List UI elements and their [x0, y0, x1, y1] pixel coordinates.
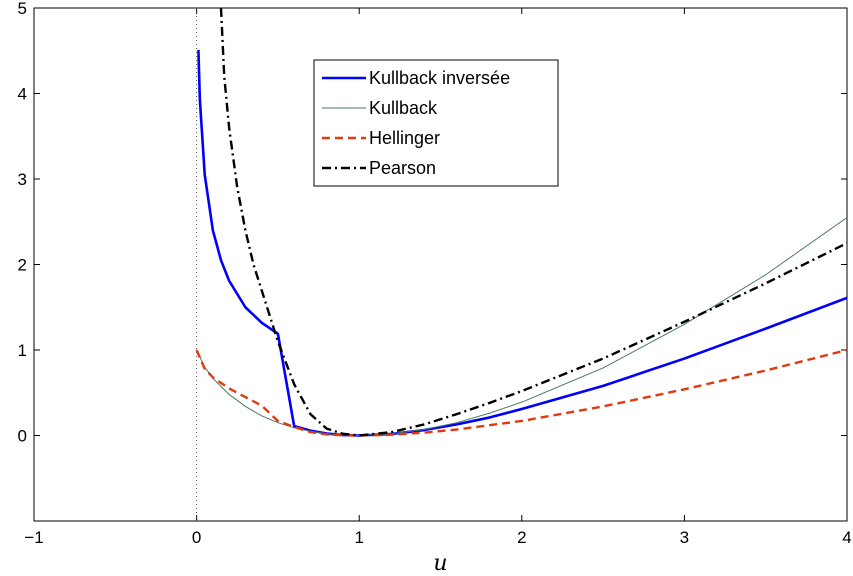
- x-axis-title: u: [433, 551, 447, 576]
- y-tick-label: 2: [18, 256, 27, 275]
- series-line-3: [195, 348, 847, 437]
- axis-ticks: −1 0 1 2 3 4 0 1 2 3 4 5: [18, 0, 852, 547]
- legend-box: [313, 59, 559, 187]
- x-tick-label: 4: [842, 528, 851, 547]
- x-tick-label: −1: [24, 528, 43, 547]
- series-line-2: [196, 217, 847, 436]
- legend: Kullback inversée Kullback Hellinger Pearso…: [313, 59, 559, 187]
- data-series: [195, 8, 847, 437]
- x-tick-label: 0: [192, 528, 201, 547]
- series-line-4: [219, 8, 847, 437]
- y-tick-label: 0: [18, 427, 27, 446]
- x-tick-label: 3: [680, 528, 689, 547]
- y-tick-label: 1: [18, 341, 27, 360]
- legend-label-2: Kullback: [369, 98, 438, 118]
- x-tick-label: 2: [517, 528, 526, 547]
- y-tick-label: 4: [18, 85, 27, 104]
- y-tick-label: 5: [18, 0, 27, 18]
- x-tick-label: 1: [354, 528, 363, 547]
- legend-label-1: Kullback inversée: [369, 68, 510, 88]
- legend-label-4: Pearson: [369, 158, 436, 178]
- legend-label-3: Hellinger: [369, 128, 440, 148]
- y-tick-label: 3: [18, 170, 27, 189]
